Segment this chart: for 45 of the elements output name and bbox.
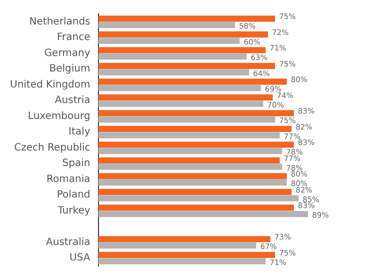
y-tick-label: Netherlands [29, 16, 90, 28]
y-tick-label: Romania [46, 174, 90, 185]
y-tick-label: Belgium [49, 64, 90, 75]
bar [98, 242, 256, 249]
bar [98, 180, 287, 186]
bar [98, 85, 261, 92]
bar [98, 188, 292, 195]
y-tick-label: Australia [46, 236, 90, 248]
bar [98, 54, 247, 60]
bar [98, 157, 280, 164]
bar [98, 236, 270, 242]
y-tick-label: Poland [56, 190, 90, 201]
bar [98, 132, 280, 138]
y-tick-label: Spain [62, 158, 90, 170]
y-tick-label: Austria [54, 95, 90, 106]
bar [98, 204, 294, 211]
y-tick-label: France [57, 32, 90, 44]
y-tick-label: Italy [68, 126, 90, 138]
bar [98, 258, 266, 264]
bar [98, 173, 287, 180]
y-tick-label: Germany [44, 48, 90, 59]
bar [98, 116, 276, 123]
y-tick-label: USA [70, 252, 90, 264]
bar [98, 47, 266, 54]
bar [98, 252, 276, 258]
bar [98, 126, 292, 132]
y-tick-label: Luxembourg [28, 110, 90, 122]
bar [98, 22, 235, 28]
y-tick-label: United Kingdom [10, 79, 90, 90]
bar [98, 142, 294, 148]
bar [98, 211, 308, 218]
bar [98, 110, 294, 116]
bar [98, 69, 250, 76]
bar [98, 62, 276, 69]
bar [98, 38, 240, 44]
bar [98, 148, 282, 154]
bar [98, 195, 299, 202]
y-tick-label: Czech Republic [14, 142, 90, 154]
bar [98, 78, 287, 85]
bar [98, 100, 264, 107]
bar [98, 164, 282, 170]
y-tick-label: Turkey [56, 205, 90, 216]
bar [98, 31, 268, 38]
bar [98, 16, 276, 22]
bar [98, 94, 273, 100]
